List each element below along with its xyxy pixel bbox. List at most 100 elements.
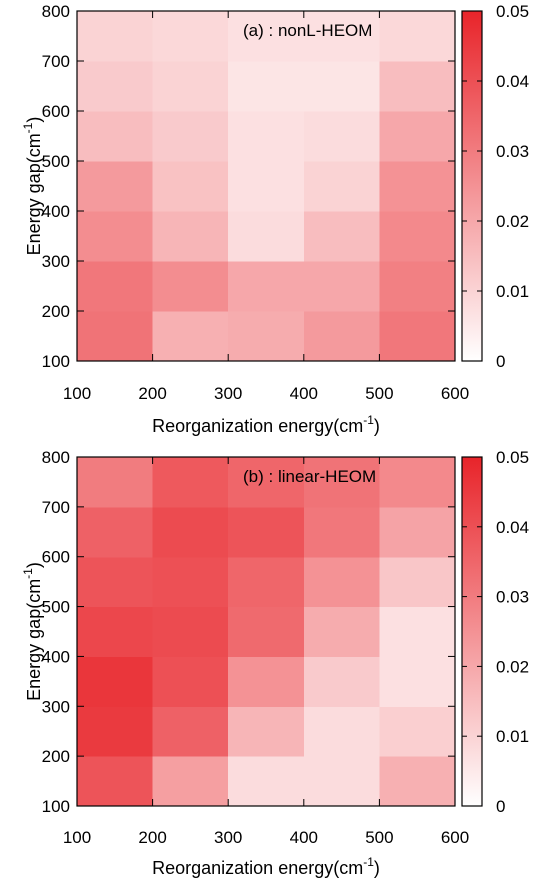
heatmap-cell (77, 606, 154, 658)
heatmap-cell (228, 211, 305, 262)
colorbar-tick-label: 0.03 (496, 142, 529, 161)
heatmap-cell (303, 756, 380, 807)
x-tick-label: 300 (214, 384, 242, 403)
heatmap-cell (152, 161, 229, 212)
x-axis-label: Reorganization energy(cm-1) (152, 413, 380, 436)
heatmap-cell (77, 457, 154, 508)
colorbar-tick-label: 0.02 (496, 212, 529, 231)
y-axis-label-main: Energy gap(cm (24, 579, 44, 701)
heatmap-cell (303, 211, 380, 262)
heatmap-cell (303, 11, 380, 62)
x-tick-label: 200 (138, 384, 166, 403)
heatmap-cell (152, 261, 229, 312)
heatmap-cell (303, 161, 380, 212)
heatmap-cell (228, 706, 305, 757)
heatmap-cell (77, 11, 154, 62)
heatmap-cell (379, 706, 456, 757)
heatmap-cell (303, 111, 380, 162)
y-tick-label: 400 (42, 647, 70, 666)
heatmap-cell (152, 311, 229, 362)
x-tick-label: 600 (441, 828, 469, 847)
heatmap-cell (228, 111, 305, 162)
y-tick-label: 500 (42, 598, 70, 617)
y-tick-label: 600 (42, 102, 70, 121)
colorbar-tick-label: 0.04 (496, 518, 529, 537)
x-tick-label: 100 (63, 828, 91, 847)
y-tick-label: 700 (42, 498, 70, 517)
y-tick-label: 500 (42, 152, 70, 171)
x-tick-label: 300 (214, 828, 242, 847)
heatmap-cell (228, 161, 305, 212)
heatmap-cell (152, 211, 229, 262)
heatmap-panel-a: 100 200 300 400 500 600 100 200 300 400 500 600 700 8… (21, 2, 529, 436)
heatmap-cell (228, 11, 305, 62)
heatmap-cell (228, 311, 305, 362)
colorbar-tick-label: 0.05 (496, 2, 529, 21)
heatmap-cell (77, 756, 154, 807)
x-tick-label: 500 (365, 828, 393, 847)
colorbar (461, 10, 483, 362)
colorbar (461, 456, 483, 807)
heatmap-cell (228, 606, 305, 658)
heatmap-cell (77, 261, 154, 312)
heatmap-cell (379, 61, 456, 112)
x-axis-label-end: ) (374, 858, 380, 878)
heatmap-panel-b: 100 200 300 400 500 600 100 200 300 400 500 600 700 8… (21, 448, 529, 878)
heatmap-cell (379, 556, 456, 608)
heatmap-cell (379, 211, 456, 262)
y-axis-label-end: ) (24, 117, 44, 123)
heatmap-cell (152, 706, 229, 757)
y-tick-label: 400 (42, 202, 70, 221)
heatmap-cell (228, 261, 305, 312)
heatmap-cell (77, 311, 154, 362)
heatmap-cell (228, 457, 305, 508)
heatmap-cell (152, 111, 229, 162)
y-tick-label: 800 (42, 2, 70, 21)
y-tick-label: 700 (42, 52, 70, 71)
y-tick-label: 100 (42, 352, 70, 371)
y-axis-label-sup: -1 (21, 122, 35, 133)
heatmap-cell (379, 311, 456, 362)
plot-frame (76, 456, 456, 807)
y-axis-label-end: ) (24, 562, 44, 568)
x-tick-label: 400 (290, 828, 318, 847)
heatmap-cell (152, 11, 229, 62)
y-tick-label: 200 (42, 302, 70, 321)
colorbar-tick-label: 0.01 (496, 727, 529, 746)
heatmap-cell (303, 556, 380, 608)
y-tick-label: 800 (42, 448, 70, 467)
heatmap-cell (379, 606, 456, 658)
x-tick-label: 500 (365, 384, 393, 403)
heatmap-cell (379, 111, 456, 162)
y-tick-label: 300 (42, 697, 70, 716)
heatmap-cell (379, 261, 456, 312)
panel-title: (a) : nonL-HEOM (243, 21, 372, 40)
heatmap-cell (228, 756, 305, 807)
x-axis-label-sup: -1 (363, 855, 374, 869)
heatmap-cell (77, 506, 154, 558)
x-axis-label: Reorganization energy(cm-1) (152, 855, 380, 878)
heatmap-cell (228, 556, 305, 608)
heatmap-cell (379, 756, 456, 807)
heatmap-cell (228, 506, 305, 558)
heatmap-cell (77, 161, 154, 212)
heatmap-cell (379, 161, 456, 212)
plot-frame (76, 10, 456, 362)
heatmap-cell (228, 656, 305, 707)
heatmap-cell (303, 606, 380, 658)
y-axis-label: Energy gap(cm-1) (21, 117, 44, 256)
colorbar-tick-label: 0 (496, 352, 505, 371)
colorbar-tick-label: 0 (496, 797, 505, 816)
heatmap-cell (379, 506, 456, 558)
heatmap-cell (303, 311, 380, 362)
y-axis-label-sup: -1 (21, 568, 35, 579)
y-tick-label: 300 (42, 252, 70, 271)
heatmap-cell (152, 457, 229, 508)
heatmap-cell (77, 706, 154, 757)
x-tick-label: 200 (138, 828, 166, 847)
y-tick-label: 100 (42, 797, 70, 816)
heatmap-cell (152, 656, 229, 707)
heatmap-cell (152, 756, 229, 807)
colorbar-tick-label: 0.03 (496, 588, 529, 607)
